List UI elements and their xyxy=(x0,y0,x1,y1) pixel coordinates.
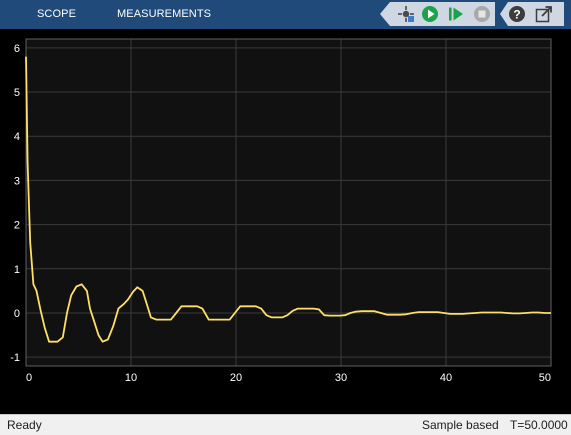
tab-measurements[interactable]: MEASUREMENTS xyxy=(117,8,212,20)
y-tick-label: 1 xyxy=(14,264,20,276)
highlight-block-icon xyxy=(398,6,414,22)
y-tick-label: 4 xyxy=(14,131,20,143)
svg-text:?: ? xyxy=(513,7,520,21)
stop-icon xyxy=(474,6,490,22)
undock-icon xyxy=(535,6,552,23)
x-tick-label: 30 xyxy=(335,372,347,384)
stop-button[interactable] xyxy=(472,4,492,24)
x-tick-label: 40 xyxy=(440,372,452,384)
help-button[interactable]: ? xyxy=(507,4,527,24)
x-tick-label: 20 xyxy=(230,372,242,384)
x-tick-label: 50 xyxy=(539,372,551,384)
x-tick-label: 10 xyxy=(125,372,137,384)
help-icon: ? xyxy=(509,6,525,22)
signal-line xyxy=(25,56,551,343)
axes-background xyxy=(26,39,551,366)
highlight-block-button[interactable] xyxy=(396,4,416,24)
run-button[interactable] xyxy=(420,4,440,24)
axes-frame xyxy=(25,38,552,367)
status-time: T=50.0000 xyxy=(510,418,568,432)
y-tick-label: 5 xyxy=(14,87,20,99)
status-sample-mode: Sample based xyxy=(422,418,499,432)
step-forward-button[interactable] xyxy=(446,4,466,24)
status-ready: Ready xyxy=(7,418,42,432)
y-tick-label: 2 xyxy=(14,220,20,232)
status-bar: Ready Sample based T=50.0000 xyxy=(0,414,571,435)
tab-scope[interactable]: SCOPE xyxy=(37,8,77,20)
run-icon xyxy=(422,6,438,22)
y-tick-label: 3 xyxy=(14,175,20,187)
x-tick-label: 0 xyxy=(26,372,32,384)
y-tick-label: 0 xyxy=(14,308,20,320)
step-forward-icon xyxy=(449,7,463,21)
y-tick-label: -1 xyxy=(10,352,20,364)
scope-display: 0 10 20 30 40 50 -1 0 1 2 3 4 5 6 xyxy=(0,29,571,414)
toolstrip: SCOPE MEASUREMENTS ? xyxy=(0,0,571,29)
undock-button[interactable] xyxy=(534,4,554,24)
scope-plot: 0 10 20 30 40 50 -1 0 1 2 3 4 5 6 xyxy=(10,38,552,384)
y-tick-label: 6 xyxy=(14,43,20,55)
